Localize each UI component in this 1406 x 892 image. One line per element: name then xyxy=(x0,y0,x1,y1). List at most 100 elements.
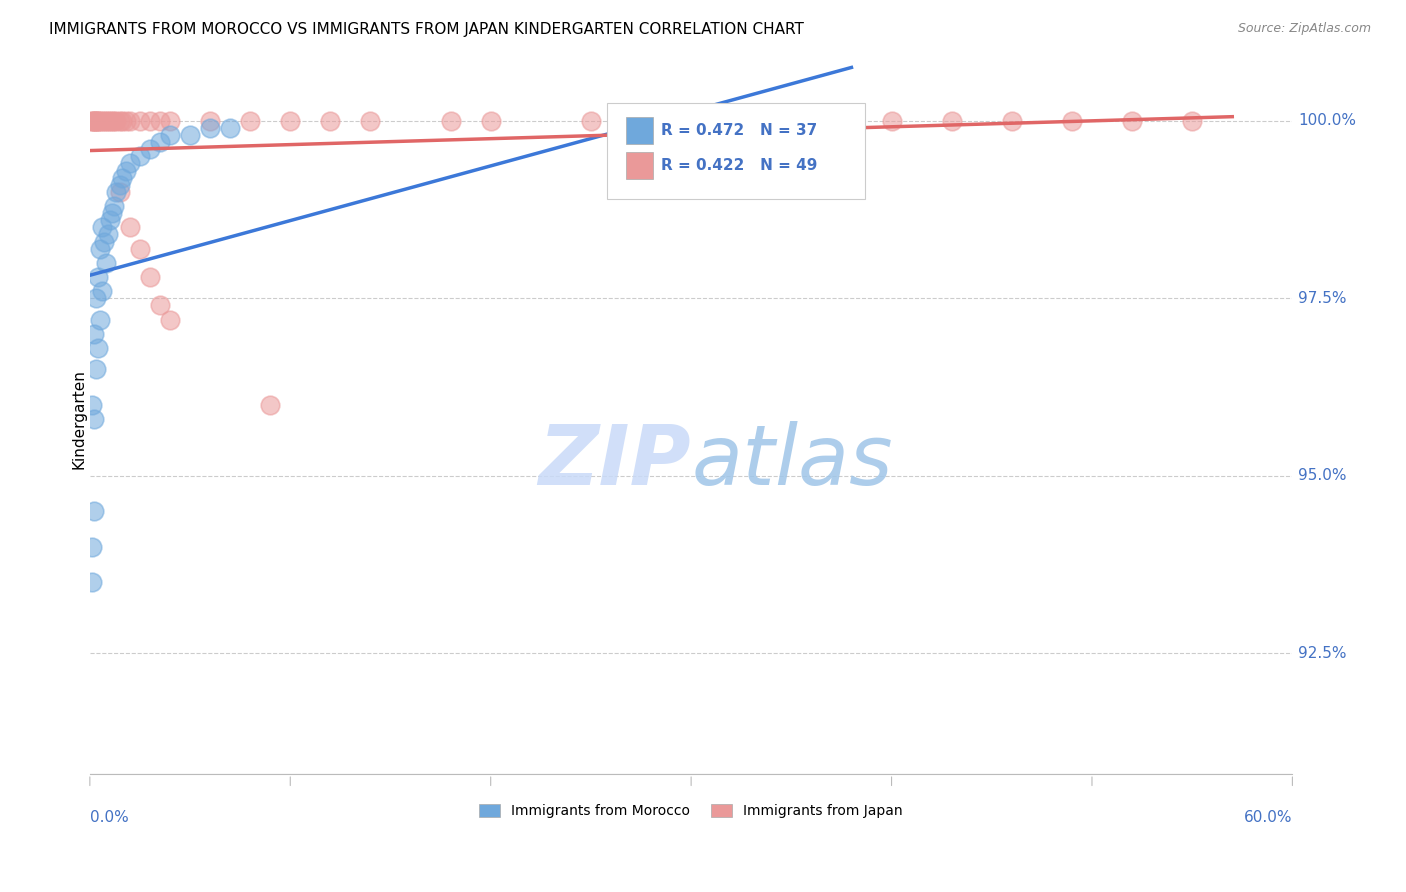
Point xyxy=(94,256,117,270)
Point xyxy=(101,114,124,128)
Point xyxy=(780,114,803,128)
Point xyxy=(97,114,120,128)
Point xyxy=(880,114,903,128)
Point xyxy=(239,114,262,128)
Point xyxy=(87,114,110,128)
Point xyxy=(111,114,134,128)
Point xyxy=(83,504,105,518)
Point xyxy=(359,114,381,128)
Point xyxy=(780,114,803,128)
Y-axis label: Kindergarten: Kindergarten xyxy=(72,369,86,469)
Point xyxy=(84,362,107,376)
Point xyxy=(80,540,103,554)
Point xyxy=(278,114,301,128)
Point xyxy=(129,114,152,128)
Point xyxy=(115,114,138,128)
Point xyxy=(149,114,172,128)
Text: 95.0%: 95.0% xyxy=(1298,468,1347,483)
Point xyxy=(104,114,127,128)
Point xyxy=(80,114,103,128)
Point xyxy=(87,270,110,285)
FancyBboxPatch shape xyxy=(607,103,866,199)
Point xyxy=(103,199,125,213)
Point xyxy=(129,242,152,256)
Point xyxy=(83,114,105,128)
Point xyxy=(103,114,125,128)
Point xyxy=(90,114,112,128)
Point xyxy=(640,114,662,128)
Text: 97.5%: 97.5% xyxy=(1298,291,1347,306)
Point xyxy=(101,206,124,220)
FancyBboxPatch shape xyxy=(626,153,652,179)
Point xyxy=(139,270,162,285)
Point xyxy=(149,135,172,149)
Point xyxy=(139,142,162,156)
Point xyxy=(89,312,111,326)
Point xyxy=(108,178,131,192)
Point xyxy=(89,114,111,128)
Point xyxy=(80,398,103,412)
Point xyxy=(640,114,662,128)
Point xyxy=(108,185,131,199)
Point xyxy=(98,114,121,128)
Point xyxy=(1121,114,1143,128)
Legend: Immigrants from Morocco, Immigrants from Japan: Immigrants from Morocco, Immigrants from… xyxy=(474,799,908,824)
Text: 92.5%: 92.5% xyxy=(1298,646,1347,661)
Point xyxy=(111,170,134,185)
Point xyxy=(93,235,115,249)
Point xyxy=(118,220,141,235)
Point xyxy=(219,120,242,135)
Point xyxy=(83,326,105,341)
Text: 100.0%: 100.0% xyxy=(1298,113,1357,128)
Point xyxy=(87,114,110,128)
Point xyxy=(84,292,107,306)
Point xyxy=(720,114,742,128)
Point xyxy=(198,120,221,135)
Point xyxy=(83,114,105,128)
Text: 60.0%: 60.0% xyxy=(1244,810,1292,824)
Point xyxy=(149,298,172,312)
Point xyxy=(139,114,162,128)
Point xyxy=(118,114,141,128)
Point xyxy=(159,128,181,142)
Point xyxy=(118,156,141,170)
Point xyxy=(579,114,602,128)
Point xyxy=(108,114,131,128)
Point xyxy=(159,114,181,128)
Point xyxy=(1060,114,1083,128)
Point xyxy=(159,312,181,326)
Text: Source: ZipAtlas.com: Source: ZipAtlas.com xyxy=(1237,22,1371,36)
Point xyxy=(87,341,110,355)
Point xyxy=(941,114,963,128)
Point xyxy=(259,398,281,412)
Point xyxy=(1181,114,1204,128)
Point xyxy=(720,114,742,128)
Point xyxy=(93,114,115,128)
Point xyxy=(681,114,703,128)
Point xyxy=(84,114,107,128)
Point xyxy=(98,213,121,227)
Point xyxy=(90,285,112,299)
Point xyxy=(198,114,221,128)
Text: IMMIGRANTS FROM MOROCCO VS IMMIGRANTS FROM JAPAN KINDERGARTEN CORRELATION CHART: IMMIGRANTS FROM MOROCCO VS IMMIGRANTS FR… xyxy=(49,22,804,37)
Point xyxy=(129,149,152,163)
Point xyxy=(479,114,502,128)
Point xyxy=(319,114,342,128)
Point xyxy=(841,114,863,128)
Point xyxy=(179,128,201,142)
Text: ZIP: ZIP xyxy=(538,421,692,502)
Point xyxy=(89,242,111,256)
FancyBboxPatch shape xyxy=(626,117,652,144)
Point xyxy=(115,163,138,178)
Point xyxy=(80,114,103,128)
Point xyxy=(439,114,461,128)
Point xyxy=(80,575,103,590)
Point xyxy=(94,114,117,128)
Point xyxy=(84,114,107,128)
Text: atlas: atlas xyxy=(692,421,893,502)
Point xyxy=(97,227,120,242)
Point xyxy=(1001,114,1024,128)
Text: R = 0.422   N = 49: R = 0.422 N = 49 xyxy=(661,158,817,173)
Point xyxy=(104,185,127,199)
Text: R = 0.472   N = 37: R = 0.472 N = 37 xyxy=(661,122,817,137)
